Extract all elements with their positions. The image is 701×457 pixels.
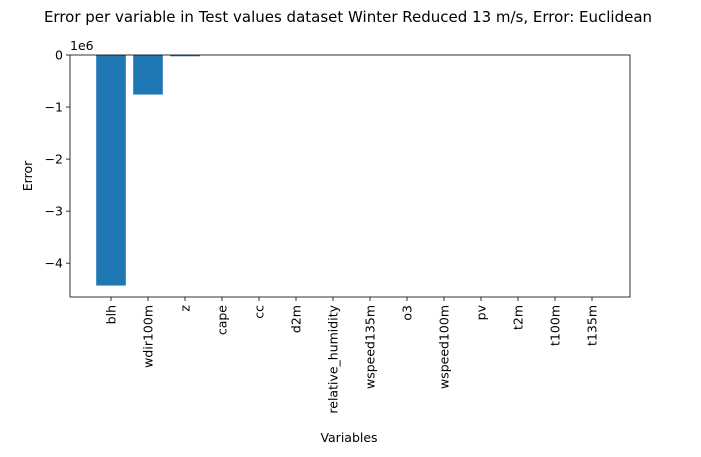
x-axis-label: Variables xyxy=(320,430,377,445)
x-tick-label-wdir100m: wdir100m xyxy=(141,305,156,368)
x-tick-label-t100m: t100m xyxy=(548,305,563,346)
x-tick-label-t2m: t2m xyxy=(511,305,526,330)
y-offset-label: 1e6 xyxy=(70,38,94,53)
chart-title: Error per variable in Test values datase… xyxy=(44,8,652,26)
x-tick-label-pv: pv xyxy=(474,304,489,320)
x-tick-label-wspeed100m: wspeed100m xyxy=(437,305,452,389)
bar-blh xyxy=(96,55,126,286)
x-tick-label-d2m: d2m xyxy=(289,305,304,333)
x-axis: blh wdir100m z cape cc d2m relative_humidity ws… xyxy=(104,297,600,414)
x-tick-label-wspeed135m: wspeed135m xyxy=(363,305,378,389)
x-tick-label-o3: o3 xyxy=(400,305,415,321)
y-tick-label: −3 xyxy=(45,204,63,219)
bar-wdir100m xyxy=(133,55,163,95)
y-axis: 0 −1 −2 −3 −4 xyxy=(45,48,70,271)
plot-frame xyxy=(69,54,631,298)
x-tick-label-t135m: t135m xyxy=(585,305,600,346)
bars-group xyxy=(96,55,200,286)
y-tick-label: 0 xyxy=(55,48,63,63)
x-tick-label-cape: cape xyxy=(215,305,230,335)
y-tick-label: −4 xyxy=(45,256,63,271)
x-tick-label-cc: cc xyxy=(252,305,267,319)
x-tick-label-blh: blh xyxy=(104,305,119,324)
x-tick-label-relative-humidity: relative_humidity xyxy=(326,304,341,413)
y-axis-label: Error xyxy=(20,160,35,191)
y-tick-label: −2 xyxy=(45,152,63,167)
bar-z xyxy=(170,55,200,57)
x-tick-label-z: z xyxy=(178,305,193,312)
y-tick-label: −1 xyxy=(45,100,63,115)
